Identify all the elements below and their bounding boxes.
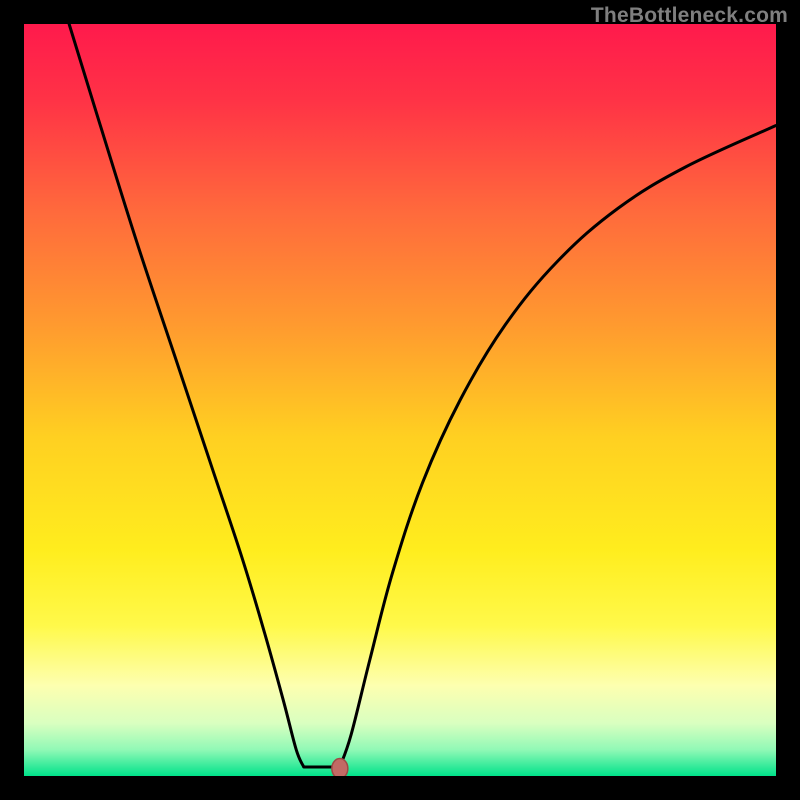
minimum-marker	[332, 758, 348, 776]
watermark-text: TheBottleneck.com	[591, 4, 788, 28]
gradient-background	[24, 24, 776, 776]
bottleneck-curve-chart	[24, 24, 776, 776]
plot-container	[24, 24, 776, 776]
